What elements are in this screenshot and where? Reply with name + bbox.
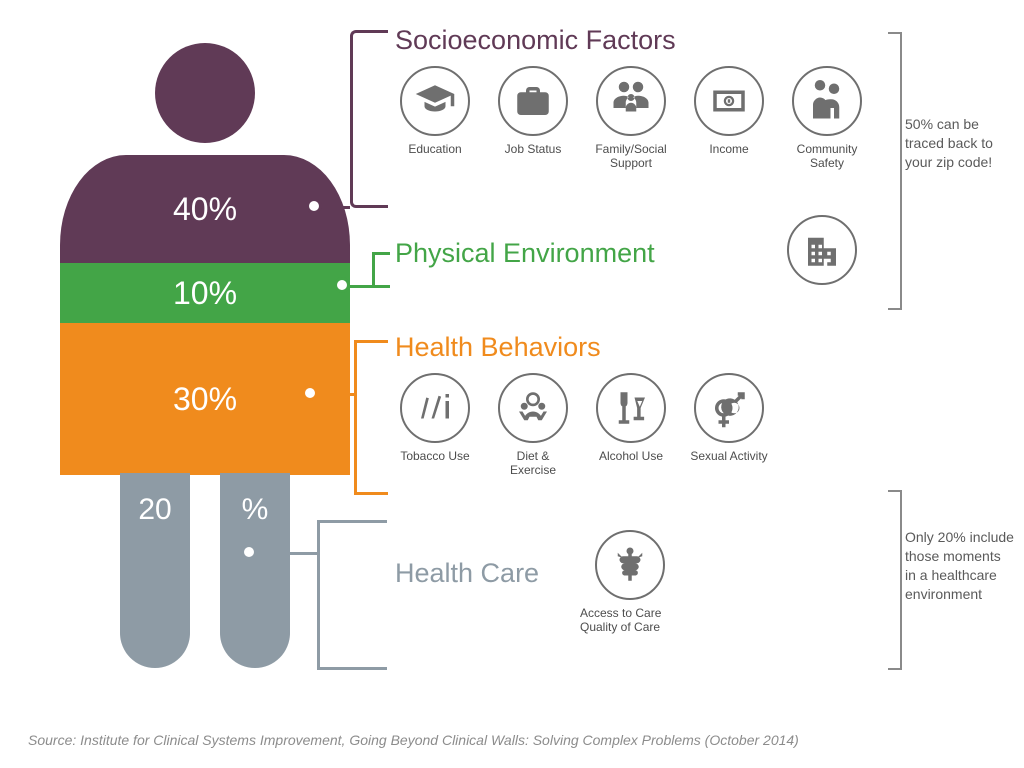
connector-bracket-beh — [354, 340, 388, 495]
connector-dot-care — [241, 544, 257, 560]
connector-bracket-phys — [372, 252, 390, 287]
icon-cell: Alcohol Use — [591, 373, 671, 478]
icon-row-beh: Tobacco Use Diet & Exercise Alcohol Use … — [395, 373, 895, 478]
pct-care-right: % — [242, 493, 269, 526]
icon-cell: Community Safety — [787, 66, 867, 171]
person-head — [155, 43, 255, 143]
icon-cell: Diet & Exercise — [493, 373, 573, 478]
connector-dot-socio — [306, 198, 322, 214]
category-socioeconomic: Socioeconomic Factors Education Job Stat… — [395, 25, 895, 171]
annotation-zip-code: 50% can be traced back to your zip code! — [905, 115, 1015, 172]
alcohol-icon — [596, 373, 666, 443]
leg-left: 20 — [120, 473, 190, 668]
infographic-canvas: 40% 10% 30% 20 % — [0, 0, 1024, 768]
sexual-activity-icon — [694, 373, 764, 443]
pct-beh: 30% — [173, 381, 237, 418]
icon-cell — [787, 215, 857, 291]
icon-cell: Sexual Activity — [689, 373, 769, 478]
icon-label: Diet & Exercise — [493, 449, 573, 478]
icon-cell: Family/Social Support — [591, 66, 671, 171]
icon-label: Tobacco Use — [395, 449, 475, 463]
title-beh: Health Behaviors — [395, 332, 895, 363]
job-status-icon — [498, 66, 568, 136]
icon-cell: Education — [395, 66, 475, 171]
pct-socio: 40% — [173, 191, 237, 228]
bracket-top — [888, 32, 902, 310]
pct-care-left: 20 — [138, 493, 171, 526]
icon-cell: Job Status — [493, 66, 573, 171]
icon-label: Alcohol Use — [591, 449, 671, 463]
icon-cell: Tobacco Use — [395, 373, 475, 478]
band-health-care: 20 % — [120, 473, 290, 673]
icon-row-socio: Education Job Status Family/Social Suppo… — [395, 66, 895, 171]
icon-label: Job Status — [493, 142, 573, 156]
title-socio: Socioeconomic Factors — [395, 25, 895, 56]
community-safety-icon — [792, 66, 862, 136]
buildings-icon — [787, 215, 857, 285]
connector-dot-beh — [302, 385, 318, 401]
icon-label: Access to Care Quality of Care — [580, 606, 670, 635]
connector-dot-phys — [334, 277, 350, 293]
icon-label: Income — [689, 142, 769, 156]
icon-label: Family/Social Support — [591, 142, 671, 171]
diet-exercise-icon — [498, 373, 568, 443]
person-figure: 40% 10% 30% 20 % — [60, 35, 350, 635]
connector-h-beh — [318, 393, 354, 396]
category-health-behaviors: Health Behaviors Tobacco Use Diet & Exer… — [395, 332, 895, 478]
connector-bracket-socio — [350, 30, 388, 208]
leg-right: % — [220, 473, 290, 668]
connector-bracket-care — [317, 520, 387, 670]
connector-h-socio — [322, 206, 350, 209]
family-support-icon — [596, 66, 666, 136]
icon-label: Community Safety — [787, 142, 867, 171]
icon-label: Sexual Activity — [689, 449, 769, 463]
icon-cell-care: Access to Care Quality of Care — [590, 530, 670, 635]
bracket-bottom — [888, 490, 902, 670]
annotation-healthcare-moments: Only 20% include those moments in a heal… — [905, 528, 1015, 604]
connector-h-care — [257, 552, 317, 555]
band-physical-env: 10% — [60, 263, 350, 323]
icon-cell: Income — [689, 66, 769, 171]
pct-phys: 10% — [173, 275, 237, 312]
tobacco-icon — [400, 373, 470, 443]
source-citation: Source: Institute for Clinical Systems I… — [28, 732, 799, 748]
caduceus-icon — [595, 530, 665, 600]
income-icon — [694, 66, 764, 136]
icon-label: Education — [395, 142, 475, 156]
education-icon — [400, 66, 470, 136]
